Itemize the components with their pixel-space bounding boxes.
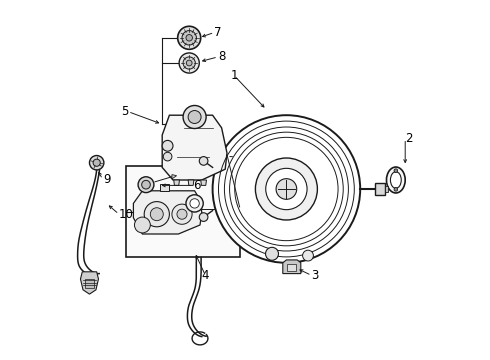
Polygon shape	[160, 184, 170, 191]
Circle shape	[199, 213, 208, 221]
Circle shape	[183, 105, 206, 129]
Circle shape	[186, 60, 192, 66]
Circle shape	[177, 209, 187, 219]
Circle shape	[266, 168, 307, 210]
Circle shape	[199, 157, 208, 165]
Text: 1: 1	[230, 69, 238, 82]
Circle shape	[182, 31, 196, 45]
Bar	[85, 279, 94, 288]
Circle shape	[394, 169, 398, 172]
Text: 6: 6	[193, 179, 200, 192]
Text: 7: 7	[215, 26, 222, 39]
Text: 4: 4	[202, 269, 209, 282]
Text: 10: 10	[119, 208, 134, 221]
Polygon shape	[162, 115, 227, 180]
Circle shape	[303, 250, 314, 261]
Circle shape	[190, 199, 199, 208]
Polygon shape	[201, 180, 206, 185]
Ellipse shape	[391, 172, 401, 188]
Circle shape	[186, 195, 203, 212]
Text: 9: 9	[103, 173, 110, 186]
Polygon shape	[283, 260, 301, 274]
Circle shape	[178, 26, 201, 49]
Circle shape	[213, 115, 360, 263]
Circle shape	[138, 177, 154, 193]
Circle shape	[172, 204, 192, 224]
Circle shape	[179, 53, 199, 73]
Circle shape	[266, 247, 278, 260]
Polygon shape	[174, 180, 179, 185]
Circle shape	[163, 152, 172, 161]
Circle shape	[183, 57, 196, 69]
Circle shape	[394, 188, 398, 191]
Bar	[126, 166, 240, 257]
Circle shape	[144, 202, 170, 227]
Polygon shape	[133, 191, 202, 234]
Circle shape	[255, 158, 318, 220]
Bar	[287, 264, 296, 271]
Circle shape	[150, 208, 163, 221]
Text: 8: 8	[218, 50, 225, 63]
Circle shape	[276, 179, 297, 199]
Circle shape	[90, 156, 104, 170]
Text: 5: 5	[121, 105, 128, 118]
Circle shape	[142, 180, 150, 189]
Circle shape	[162, 140, 173, 151]
Bar	[385, 186, 388, 192]
Circle shape	[188, 111, 201, 123]
Polygon shape	[172, 175, 176, 179]
Ellipse shape	[387, 167, 405, 193]
Bar	[374, 183, 385, 195]
Circle shape	[134, 217, 150, 233]
Circle shape	[186, 35, 193, 41]
Polygon shape	[80, 272, 98, 294]
Polygon shape	[188, 180, 194, 185]
Circle shape	[93, 159, 100, 166]
Text: 2: 2	[405, 132, 413, 145]
Text: 3: 3	[312, 269, 319, 282]
